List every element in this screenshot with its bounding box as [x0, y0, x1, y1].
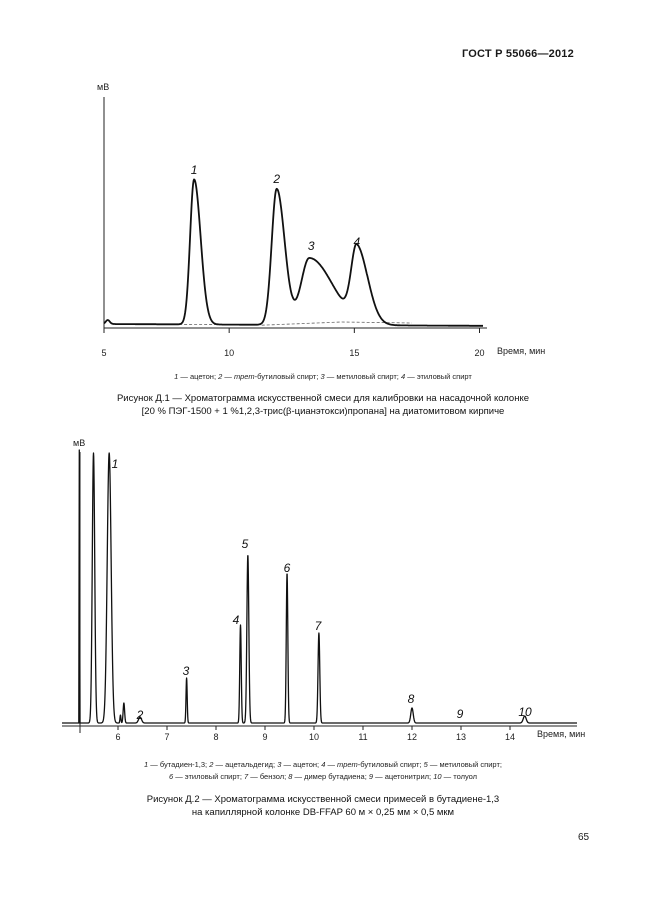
chart-2-x-ticks: 6 7 8 9 10 11 12 13 14: [115, 726, 515, 742]
peak-label-10: 10: [518, 705, 532, 719]
x-tick-label-12: 12: [407, 732, 417, 742]
chart-2-x-label: Время, мин: [537, 729, 585, 739]
x-tick-label-8: 8: [213, 732, 218, 742]
chart-1-x-label: Время, мин: [497, 346, 545, 356]
figure-2-caption-line-2: на капиллярной колонке DB-FFAP 60 м × 0,…: [191, 807, 455, 818]
chart-1-y-label: мВ: [97, 82, 109, 92]
chart-1-baseline: [179, 321, 412, 326]
x-tick-label-11: 11: [358, 732, 367, 742]
x-tick-label-7: 7: [164, 732, 169, 742]
x-tick-label-20: 20: [474, 348, 484, 358]
chart-1-x-ticks: 5 10 15 20: [101, 328, 485, 358]
x-tick-label-15: 15: [349, 348, 359, 358]
x-tick-label-10: 10: [224, 348, 234, 358]
peak-label-2: 2: [136, 708, 144, 722]
peak-label-8: 8: [408, 692, 415, 706]
standard-header: ГОСТ Р 55066—2012: [462, 48, 574, 60]
peak-label-9: 9: [457, 707, 464, 721]
chart-1-peak-labels: 1 2 3 4: [191, 163, 361, 253]
chart-2-trace: [62, 449, 577, 724]
peak-label-5: 5: [242, 537, 249, 551]
x-tick-label-10: 10: [309, 732, 319, 742]
chart-2-peak-labels: 1 2 3 4 5 6 7 8 9 10: [112, 457, 532, 722]
x-tick-label-13: 13: [456, 732, 466, 742]
page-number: 65: [578, 832, 590, 843]
chart-1: мВ 5 10 15 20 Время, мин 1 2 3 4: [97, 82, 545, 358]
peak-label-4: 4: [353, 235, 360, 249]
chart-2-y-label: мВ: [73, 438, 85, 448]
chart-1-trace: [103, 178, 484, 327]
chart-1-legend: 1 — ацетон; 2 — трет-бутиловый спирт; 3 …: [174, 372, 472, 381]
chart-2-legend-line-2: 6 — этиловый спирт; 7 — бензол; 8 — диме…: [168, 772, 478, 781]
figure-1-caption: Рисунок Д.1 — Хроматограмма искусственно…: [0, 392, 646, 418]
peak-label-1: 1: [112, 457, 119, 471]
peak-label-2: 2: [272, 172, 280, 186]
figure-2-caption-line-1: Рисунок Д.2 — Хроматограмма искусственно…: [146, 794, 500, 805]
peak-label-3: 3: [183, 664, 190, 678]
x-tick-label-14: 14: [505, 732, 515, 742]
peak-label-4: 4: [233, 613, 240, 627]
figure-1-caption-line-1: Рисунок Д.1 — Хроматограмма искусственно…: [116, 393, 530, 404]
figure-2-caption: Рисунок Д.2 — Хроматограмма искусственно…: [0, 793, 646, 819]
x-tick-label-9: 9: [262, 732, 267, 742]
peak-label-3: 3: [308, 239, 315, 253]
x-tick-label-5: 5: [101, 348, 106, 358]
chart-2-legend-line-1: 1 — бутадиен-1,3; 2 — ацетальдегид; 3 — …: [144, 760, 502, 769]
peak-label-7: 7: [315, 619, 323, 633]
figure-1-caption-line-2: [20 % ПЭГ-1500 + 1 %1,2,3-трис(β-цианэто…: [141, 406, 505, 417]
x-tick-label-6: 6: [115, 732, 120, 742]
peak-label-1: 1: [191, 163, 198, 177]
peak-label-6: 6: [284, 561, 291, 575]
